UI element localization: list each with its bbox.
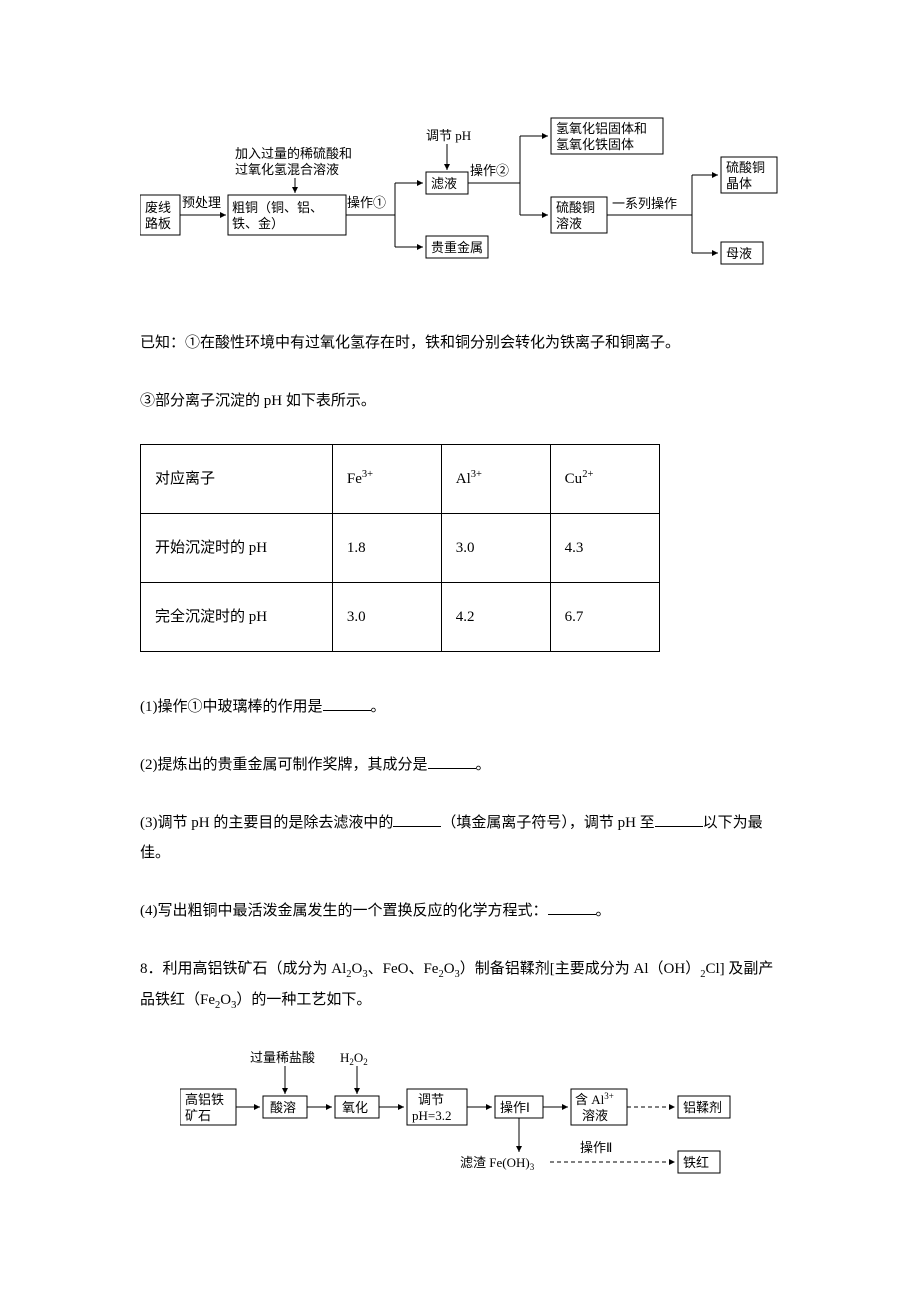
- question-8: 8．利用高铝铁矿石（成分为 Al2O3、FeO、Fe2O3）制备铝鞣剂[主要成分…: [140, 954, 780, 1016]
- node-crystal-l1: 硫酸铜: [726, 160, 765, 175]
- node-waste-l2: 路板: [145, 216, 171, 231]
- cell-start-fe: 1.8: [332, 514, 441, 583]
- node-adjust-l2: pH=3.2: [412, 1108, 451, 1123]
- question-2: (2)提炼出的贵重金属可制作奖牌，其成分是 。: [140, 750, 780, 780]
- q4-text-a: (4)写出粗铜中最活泼金属发生的一个置换反应的化学方程式：: [140, 903, 548, 919]
- cell-ion-label: 对应离子: [141, 445, 333, 514]
- label-reagent-l1: 加入过量的稀硫酸和: [235, 146, 352, 161]
- label-hcl: 过量稀盐酸: [250, 1050, 315, 1065]
- label-op2: 操作②: [470, 163, 509, 178]
- node-oxidize: 氧化: [342, 1100, 368, 1115]
- q3-text-b: （填金属离子符号），调节 pH 至: [441, 815, 654, 831]
- cell-complete-cu: 6.7: [550, 583, 659, 652]
- node-crude-l2: 铁、金）: [232, 216, 284, 231]
- node-waste-l1: 废线: [145, 200, 171, 215]
- label-op1: 操作①: [347, 195, 386, 210]
- blank: [655, 811, 703, 827]
- node-hydroxide-l1: 氢氧化铝固体和: [556, 121, 647, 136]
- node-op1: 操作Ⅰ: [500, 1100, 530, 1115]
- known-line-1: 已知：①在酸性环境中有过氧化氢存在时，铁和铜分别会转化为铁离子和铜离子。: [140, 328, 780, 358]
- label-h2o2: H2O2: [340, 1050, 368, 1067]
- node-mother: 母液: [726, 246, 752, 261]
- node-hydroxide-l2: 氢氧化铁固体: [556, 137, 634, 152]
- node-precious: 贵重金属: [431, 240, 483, 255]
- blank: [548, 899, 596, 915]
- ph-table: 对应离子 Fe3+ Al3+ Cu2+ 开始沉淀时的 pH 1.8 3.0 4.…: [140, 444, 660, 652]
- node-ore-l2: 矿石: [185, 1108, 211, 1123]
- node-cuso4-sol-l2: 溶液: [556, 216, 582, 231]
- question-1: (1)操作①中玻璃棒的作用是 。: [140, 692, 780, 722]
- cell-complete-label: 完全沉淀时的 pH: [141, 583, 333, 652]
- cell-complete-al: 4.2: [441, 583, 550, 652]
- node-crystal-l2: 晶体: [726, 176, 752, 191]
- cell-start-cu: 4.3: [550, 514, 659, 583]
- label-op2: 操作Ⅱ: [580, 1140, 612, 1155]
- flowchart-2: 高铝铁 矿石 过量稀盐酸 酸溶 H2O2 氧化 调节 pH=3.2 操作Ⅰ 含 …: [180, 1044, 740, 1192]
- label-series: 一系列操作: [612, 196, 677, 211]
- q3-text-a: (3)调节 pH 的主要目的是除去滤液中的: [140, 815, 393, 831]
- question-4: (4)写出粗铜中最活泼金属发生的一个置换反应的化学方程式： 。: [140, 896, 780, 926]
- node-al-tan: 铝鞣剂: [683, 1100, 722, 1115]
- flowchart-1: 废线 路板 预处理 粗铜（铜、铝、 铁、金） 加入过量的稀硫酸和 过氧化氢混合溶…: [140, 100, 780, 288]
- q8-text: 8．利用高铝铁矿石（成分为 Al2O3、FeO、Fe2O3）制备铝鞣剂[主要成分…: [140, 961, 773, 1008]
- cell-cu2: Cu2+: [550, 445, 659, 514]
- node-filtrate: 滤液: [431, 176, 457, 191]
- node-dissolve: 酸溶: [270, 1100, 296, 1115]
- table-row: 对应离子 Fe3+ Al3+ Cu2+: [141, 445, 660, 514]
- node-crude-l1: 粗铜（铜、铝、: [232, 200, 323, 215]
- question-3: (3)调节 pH 的主要目的是除去滤液中的（填金属离子符号），调节 pH 至以下…: [140, 808, 780, 868]
- cell-complete-fe: 3.0: [332, 583, 441, 652]
- blank: [393, 811, 441, 827]
- cell-al3: Al3+: [441, 445, 550, 514]
- node-ore-l1: 高铝铁: [185, 1092, 224, 1107]
- blank: [428, 753, 476, 769]
- node-adjust-l1: 调节: [418, 1092, 444, 1107]
- node-al-sol-l2: 溶液: [582, 1108, 608, 1123]
- label-adjust-ph: 调节 pH: [426, 128, 471, 143]
- q4-text-b: 。: [596, 903, 611, 919]
- q1-text-b: 。: [371, 699, 386, 715]
- node-residue: 滤渣 Fe(OH)3: [460, 1155, 535, 1172]
- cell-fe3: Fe3+: [332, 445, 441, 514]
- node-al-sol-l1: 含 Al3+: [575, 1091, 614, 1107]
- cell-start-al: 3.0: [441, 514, 550, 583]
- known-line-3: ③部分离子沉淀的 pH 如下表所示。: [140, 386, 780, 416]
- q2-text-b: 。: [476, 757, 491, 773]
- table-row: 完全沉淀时的 pH 3.0 4.2 6.7: [141, 583, 660, 652]
- label-pretreat: 预处理: [182, 195, 221, 210]
- blank: [323, 695, 371, 711]
- q1-text-a: (1)操作①中玻璃棒的作用是: [140, 699, 323, 715]
- node-iron-red: 铁红: [683, 1155, 709, 1170]
- node-cuso4-sol-l1: 硫酸铜: [556, 200, 595, 215]
- q2-text-a: (2)提炼出的贵重金属可制作奖牌，其成分是: [140, 757, 428, 773]
- cell-start-label: 开始沉淀时的 pH: [141, 514, 333, 583]
- label-reagent-l2: 过氧化氢混合溶液: [235, 162, 339, 177]
- table-row: 开始沉淀时的 pH 1.8 3.0 4.3: [141, 514, 660, 583]
